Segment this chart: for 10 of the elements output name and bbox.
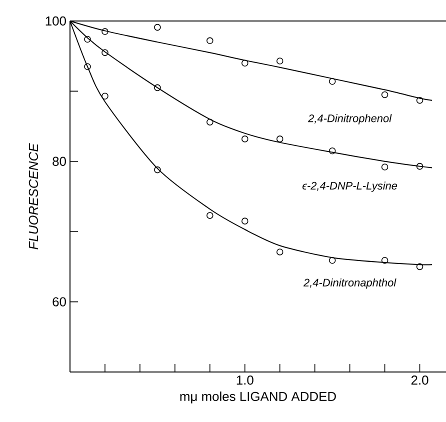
series-label: ϵ-2,4-DNP-L-Lysine (302, 182, 398, 192)
x-tick-label: 1.0 (236, 376, 254, 385)
series-label: 2,4-Dinitronaphthol (303, 278, 396, 289)
y-tick-label: 100 (46, 16, 66, 26)
y-tick-label: 60 (52, 297, 66, 306)
y-axis-title: FLUORESCENCE (28, 143, 38, 250)
x-tick-label: 2.0 (411, 376, 428, 385)
text: 2,4-Dinitrophenol (308, 114, 392, 124)
x-axis-title: mμ moles LIGAND ADDED (180, 392, 336, 404)
y-tick-label: 80 (52, 156, 66, 166)
